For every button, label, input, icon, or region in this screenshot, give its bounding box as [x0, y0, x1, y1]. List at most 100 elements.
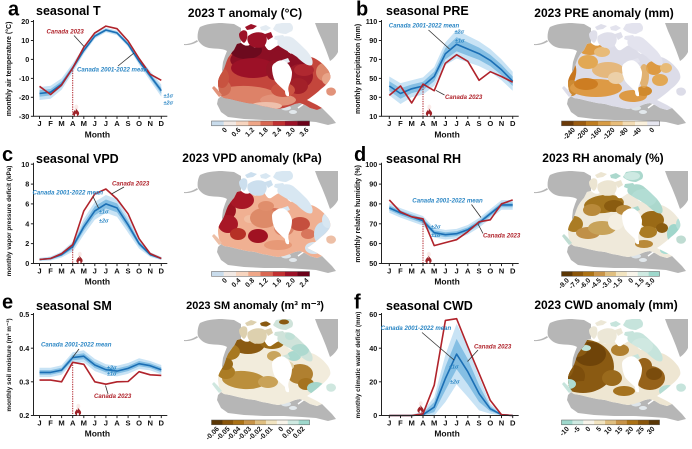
svg-text:Month: Month — [85, 277, 111, 287]
svg-text:±2σ: ±2σ — [164, 101, 174, 107]
svg-text:A: A — [70, 267, 76, 276]
svg-text:F: F — [48, 267, 53, 276]
svg-text:2.4: 2.4 — [272, 127, 284, 139]
svg-text:D: D — [159, 419, 165, 428]
svg-text:e: e — [2, 292, 13, 314]
svg-text:70: 70 — [369, 219, 377, 228]
svg-text:10: 10 — [21, 36, 29, 45]
svg-text:Canada 2001-2022 mean: Canada 2001-2022 mean — [77, 67, 148, 74]
svg-text:S: S — [477, 267, 482, 276]
svg-text:F: F — [398, 119, 403, 128]
svg-text:0: 0 — [277, 426, 285, 434]
svg-text:0.3: 0.3 — [19, 377, 29, 386]
svg-text:J: J — [93, 119, 97, 128]
svg-text:0: 0 — [221, 277, 229, 285]
svg-text:5: 5 — [595, 426, 603, 434]
svg-text:3.0: 3.0 — [645, 277, 657, 289]
svg-text:0: 0 — [648, 127, 656, 135]
svg-text:A: A — [465, 119, 471, 128]
svg-text:0.2: 0.2 — [19, 411, 29, 420]
svg-text:6: 6 — [25, 200, 29, 209]
svg-text:-10: -10 — [19, 74, 29, 83]
svg-text:50: 50 — [369, 259, 377, 268]
svg-text:±2σ: ±2σ — [450, 380, 460, 386]
svg-text:100: 100 — [365, 160, 377, 169]
svg-text:±2σ: ±2σ — [455, 30, 465, 36]
svg-text:Canada 2023: Canada 2023 — [474, 344, 512, 351]
svg-text:0: 0 — [25, 259, 29, 268]
svg-text:D: D — [159, 267, 165, 276]
svg-text:J: J — [93, 419, 97, 428]
svg-text:±1σ: ±1σ — [107, 372, 117, 378]
svg-text:O: O — [136, 267, 142, 276]
svg-text:a: a — [8, 0, 20, 21]
svg-text:b: b — [356, 0, 368, 21]
svg-text:40: 40 — [369, 344, 377, 353]
svg-text:8: 8 — [25, 180, 29, 189]
svg-text:60: 60 — [369, 310, 377, 319]
svg-text:2.0: 2.0 — [285, 277, 297, 289]
svg-text:10: 10 — [603, 426, 613, 436]
svg-text:Canada 2023: Canada 2023 — [94, 393, 132, 400]
svg-text:A: A — [420, 267, 426, 276]
svg-text:±1σ: ±1σ — [99, 210, 109, 216]
svg-text:J: J — [443, 419, 447, 428]
svg-text:S: S — [477, 119, 482, 128]
svg-text:J: J — [104, 119, 108, 128]
svg-text:J: J — [37, 267, 41, 276]
svg-text:±2σ: ±2σ — [107, 366, 117, 372]
svg-text:F: F — [398, 267, 403, 276]
svg-text:Canada 2023: Canada 2023 — [47, 29, 85, 36]
svg-text:1.5: 1.5 — [634, 277, 646, 289]
svg-text:0: 0 — [627, 277, 635, 285]
svg-text:Month: Month — [85, 130, 111, 140]
svg-text:M: M — [431, 267, 437, 276]
svg-text:0: 0 — [221, 127, 229, 135]
svg-text:M: M — [431, 419, 437, 428]
svg-text:S: S — [477, 419, 482, 428]
svg-text:monthly soil moisture (m³ m⁻³): monthly soil moisture (m³ m⁻³) — [6, 318, 13, 411]
svg-text:-5: -5 — [572, 426, 581, 435]
svg-text:Canada 2023: Canada 2023 — [112, 181, 150, 188]
svg-text:±2σ: ±2σ — [99, 219, 109, 225]
svg-text:90: 90 — [369, 180, 377, 189]
svg-text:N: N — [499, 267, 504, 276]
svg-text:20: 20 — [369, 377, 377, 386]
svg-text:A: A — [465, 419, 471, 428]
svg-text:0: 0 — [585, 426, 593, 434]
svg-text:1.2: 1.2 — [244, 127, 256, 139]
svg-text:seasonal RH: seasonal RH — [386, 152, 461, 166]
svg-text:Canada 2023: Canada 2023 — [483, 233, 521, 240]
svg-text:A: A — [114, 419, 120, 428]
svg-text:0: 0 — [25, 55, 29, 64]
svg-text:70: 70 — [369, 55, 377, 64]
svg-text:J: J — [454, 119, 458, 128]
svg-text:Canada 2001-2022 mean: Canada 2001-2022 mean — [381, 325, 452, 332]
svg-text:20: 20 — [625, 426, 635, 436]
svg-text:seasonal PRE: seasonal PRE — [386, 4, 469, 18]
svg-text:Canada 2001-2022 mean: Canada 2001-2022 mean — [412, 198, 483, 205]
svg-text:D: D — [159, 119, 165, 128]
svg-text:monthly vapor pressure deficit: monthly vapor pressure deficit (kPa) — [6, 166, 13, 277]
svg-text:2023 VPD anomaly (kPa): 2023 VPD anomaly (kPa) — [182, 151, 321, 165]
svg-text:J: J — [443, 119, 447, 128]
svg-text:1.8: 1.8 — [258, 127, 270, 139]
svg-text:0.5: 0.5 — [19, 310, 29, 319]
svg-text:f: f — [354, 292, 361, 314]
svg-text:0: 0 — [373, 411, 377, 420]
svg-text:N: N — [147, 119, 152, 128]
svg-text:J: J — [37, 119, 41, 128]
svg-text:0.6: 0.6 — [231, 127, 243, 139]
svg-text:N: N — [499, 119, 504, 128]
svg-text:30: 30 — [646, 426, 656, 436]
svg-text:80: 80 — [369, 200, 377, 209]
svg-text:4: 4 — [25, 219, 29, 228]
svg-text:O: O — [136, 419, 142, 428]
svg-text:monthly relative humidity (%): monthly relative humidity (%) — [355, 165, 362, 263]
svg-text:-30: -30 — [19, 112, 29, 121]
svg-text:±1σ: ±1σ — [431, 233, 441, 239]
svg-text:M: M — [431, 119, 437, 128]
svg-text:A: A — [114, 119, 120, 128]
svg-text:60: 60 — [369, 239, 377, 248]
svg-text:seasonal CWD: seasonal CWD — [386, 299, 473, 313]
